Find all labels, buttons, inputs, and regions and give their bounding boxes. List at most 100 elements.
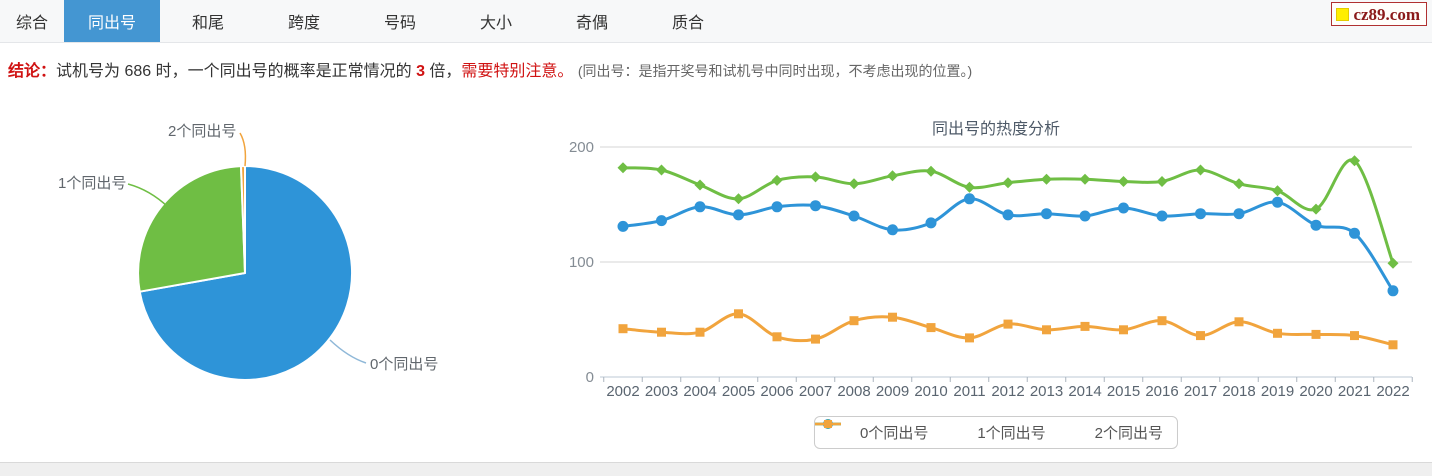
data-point-2个同出号[interactable] [1042, 325, 1051, 335]
tab-haoma[interactable]: 号码 [383, 15, 416, 32]
data-point-0个同出号[interactable] [1118, 202, 1129, 214]
tab-jiou[interactable]: 奇偶 [575, 15, 608, 32]
legend-item-1tong[interactable]: 1个同出号 [814, 419, 1046, 443]
pie-chart-svg [127, 132, 367, 381]
data-point-0个同出号[interactable] [1156, 210, 1168, 222]
data-point-2个同出号[interactable] [618, 324, 628, 334]
data-point-2个同出号[interactable] [1234, 317, 1244, 327]
data-point-2个同出号[interactable] [1003, 319, 1013, 329]
data-point-2个同出号[interactable] [695, 327, 705, 337]
data-point-2个同出号[interactable] [1157, 316, 1167, 326]
data-point-1个同出号[interactable] [656, 164, 667, 176]
data-point-0个同出号[interactable] [925, 217, 937, 229]
data-point-1个同出号[interactable] [1118, 176, 1129, 187]
data-point-0个同出号[interactable] [656, 215, 667, 227]
data-point-1个同出号[interactable] [1041, 173, 1052, 185]
pie-leader-line [127, 183, 169, 208]
logo-text: cz89.com [1353, 4, 1420, 24]
logo-yellow-square-icon [1336, 7, 1350, 21]
tab-hewei[interactable]: 和尾 [191, 15, 224, 32]
data-point-0个同出号[interactable] [1272, 196, 1283, 208]
data-point-1个同出号[interactable] [733, 193, 744, 205]
pie-label-2tong: 2个同出号 [168, 123, 237, 140]
data-point-2个同出号[interactable] [849, 316, 859, 326]
legend-marker-square-icon [814, 420, 1090, 440]
data-point-1个同出号[interactable] [1387, 257, 1399, 269]
x-axis-label: 2002 [606, 383, 639, 400]
x-axis-label: 2018 [1222, 383, 1255, 400]
tab-zonghe[interactable]: 综合 [15, 15, 48, 32]
data-point-2个同出号[interactable] [1350, 331, 1359, 341]
x-axis-label: 2012 [991, 383, 1024, 400]
data-point-1个同出号[interactable] [964, 181, 975, 193]
data-point-0个同出号[interactable] [617, 220, 629, 232]
data-point-2个同出号[interactable] [734, 309, 743, 319]
data-point-2个同出号[interactable] [1196, 331, 1205, 341]
data-point-1个同出号[interactable] [617, 162, 629, 174]
data-point-2个同出号[interactable] [1388, 340, 1398, 350]
data-point-1个同出号[interactable] [1195, 164, 1206, 176]
data-point-2个同出号[interactable] [888, 312, 897, 322]
data-point-1个同出号[interactable] [1272, 185, 1283, 197]
legend-label: 2个同出号 [1094, 425, 1164, 442]
data-point-1个同出号[interactable] [848, 178, 860, 190]
data-point-1个同出号[interactable] [1310, 203, 1322, 215]
data-point-1个同出号[interactable] [1233, 178, 1245, 190]
data-point-1个同出号[interactable] [887, 170, 898, 182]
data-point-2个同出号[interactable] [772, 332, 782, 342]
x-axis-label: 2007 [799, 383, 832, 400]
data-point-0个同出号[interactable] [694, 201, 706, 213]
data-point-0个同出号[interactable] [848, 210, 860, 222]
data-point-0个同出号[interactable] [887, 224, 898, 236]
tab-daxiao[interactable]: 大小 [479, 15, 512, 32]
pie-slice-2个同出号[interactable] [240, 165, 246, 274]
data-point-1个同出号[interactable] [1156, 176, 1168, 187]
data-point-0个同出号[interactable] [810, 200, 821, 212]
conclusion-line: 结论：试机号为 686 时，一个同出号的概率是正常情况的 3 倍，需要特别注意。… [0, 43, 1432, 80]
data-point-2个同出号[interactable] [1273, 328, 1282, 338]
legend-item-0tong[interactable]: 0个同出号 [814, 419, 929, 443]
data-point-0个同出号[interactable] [771, 201, 783, 213]
pie-slice-1个同出号[interactable] [137, 165, 246, 293]
data-point-0个同出号[interactable] [1079, 210, 1091, 222]
data-point-1个同出号[interactable] [1079, 173, 1091, 185]
data-point-2个同出号[interactable] [965, 333, 974, 343]
data-point-2个同出号[interactable] [657, 327, 666, 337]
data-point-0个同出号[interactable] [1349, 227, 1360, 239]
data-point-0个同出号[interactable] [1233, 208, 1245, 220]
data-point-0个同出号[interactable] [1002, 209, 1014, 221]
legend-item-2tong[interactable]: 2个同出号 [814, 420, 1164, 443]
legend-label: 0个同出号 [859, 425, 929, 442]
data-point-0个同出号[interactable] [1387, 285, 1399, 297]
pie-label-1tong: 1个同出号 [58, 175, 127, 192]
legend-label: 1个同出号 [977, 425, 1046, 442]
data-point-1个同出号[interactable] [771, 174, 783, 186]
data-point-2个同出号[interactable] [1311, 329, 1321, 339]
data-point-2个同出号[interactable] [1119, 325, 1128, 335]
data-point-1个同出号[interactable] [694, 179, 706, 191]
data-point-2个同出号[interactable] [1080, 321, 1090, 331]
x-axis-label: 2011 [953, 383, 985, 400]
conclusion-text-2: 倍， [424, 63, 462, 80]
data-point-1个同出号[interactable] [925, 165, 937, 177]
data-point-0个同出号[interactable] [733, 209, 744, 221]
data-point-0个同出号[interactable] [1041, 208, 1052, 220]
pie-label-0tong: 0个同出号 [370, 356, 439, 373]
data-point-0个同出号[interactable] [964, 193, 975, 205]
data-point-2个同出号[interactable] [811, 334, 820, 344]
data-point-1个同出号[interactable] [810, 171, 821, 183]
data-point-1个同出号[interactable] [1002, 177, 1014, 189]
data-point-0个同出号[interactable] [1195, 208, 1206, 220]
chart-legend: 0个同出号 1个同出号 2个同出号 [813, 416, 1179, 449]
data-point-2个同出号[interactable] [926, 323, 936, 333]
conclusion-multiplier: 3 [416, 63, 425, 80]
data-point-0个同出号[interactable] [1310, 219, 1322, 231]
tab-kuadu[interactable]: 跨度 [287, 15, 320, 32]
data-point-1个同出号[interactable] [1349, 155, 1360, 167]
conclusion-prefix: 结论： [8, 63, 57, 80]
tab-tongchuhao[interactable]: 同出号 [64, 0, 160, 42]
tab-zhihe[interactable]: 质合 [671, 15, 704, 32]
x-axis-label: 2020 [1299, 383, 1332, 400]
x-axis-label: 2010 [914, 383, 947, 400]
site-logo[interactable]: cz89.com [1331, 2, 1427, 26]
